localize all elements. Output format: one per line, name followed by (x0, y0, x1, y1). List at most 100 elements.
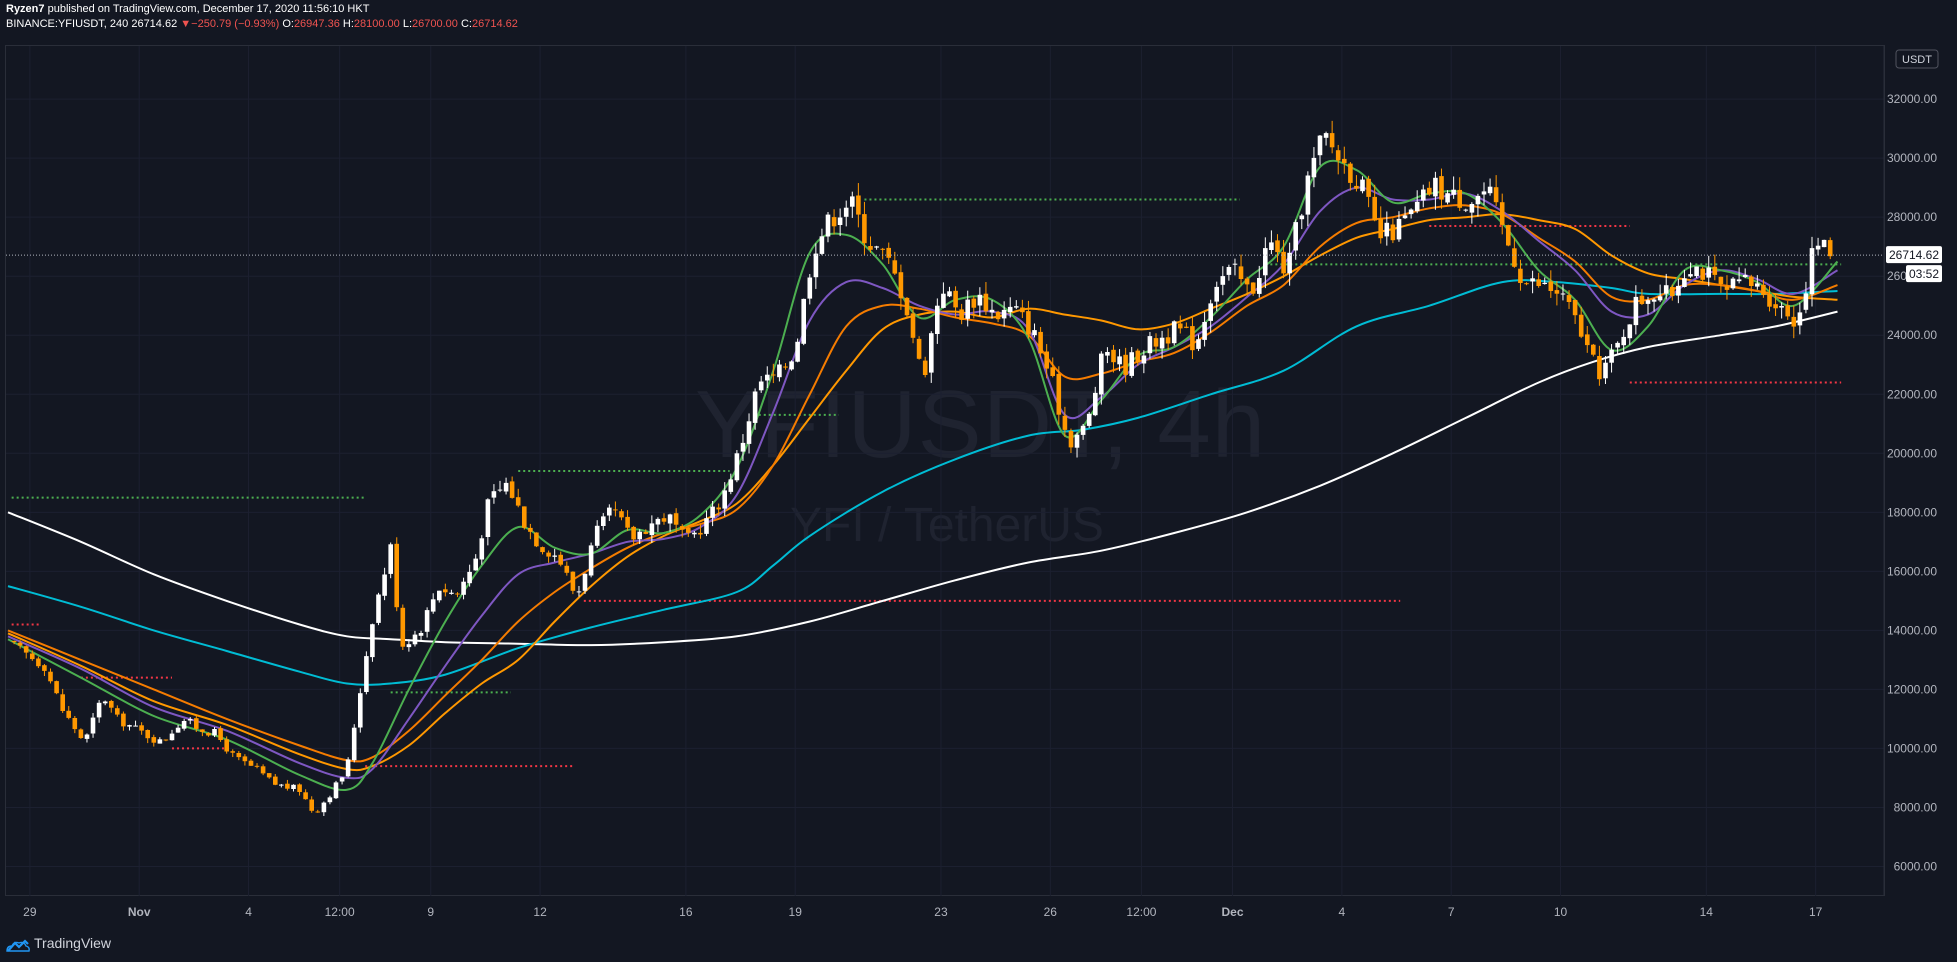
candle-down (1372, 196, 1377, 221)
candle-down (260, 766, 266, 774)
candle-down (1062, 415, 1068, 430)
candle-down (619, 511, 624, 518)
candle-up (1414, 201, 1420, 212)
y-tick-label: 8000.00 (1894, 800, 1938, 814)
candle-down (1153, 338, 1159, 347)
candle-down (315, 811, 321, 813)
x-tick-label: 17 (1809, 905, 1823, 919)
candle-down (1378, 218, 1383, 239)
candle-down (1639, 295, 1645, 304)
candle-down (248, 760, 254, 766)
author-name[interactable]: Ryzen7 (6, 3, 45, 15)
candle-up (1803, 293, 1809, 310)
candle-down (983, 293, 989, 312)
candle-down (1572, 300, 1578, 316)
candle-up (935, 305, 940, 334)
candle-down (1791, 316, 1797, 327)
candle-down (971, 298, 977, 308)
candle-down (686, 528, 691, 533)
candle-up (102, 701, 108, 704)
candle-down (1165, 337, 1171, 344)
candle-down (1536, 279, 1541, 286)
x-tick-label: 9 (427, 905, 434, 919)
candle-up (1755, 283, 1760, 287)
ema-slow-line (7, 213, 1838, 772)
close-value: 26714.62 (471, 18, 518, 30)
candle-up (370, 624, 375, 658)
symbol-watermark: YFIUSDT, 4h (695, 371, 1267, 478)
candle-down (534, 532, 539, 547)
candle-down (995, 311, 1001, 320)
last-price-badge (1886, 246, 1942, 264)
candle-down (17, 642, 23, 646)
candle-up (1736, 279, 1742, 282)
candle-down (455, 593, 460, 595)
candle-down (1518, 268, 1523, 283)
candle-up (1815, 245, 1821, 250)
candle-down (1749, 276, 1754, 286)
candle-up (765, 374, 770, 381)
candle-up (1007, 306, 1013, 313)
ema-mid-line (7, 204, 1838, 763)
candle-down (109, 701, 114, 708)
x-tick-label: 29 (23, 905, 37, 919)
candle-up (1074, 434, 1080, 448)
candle-down (880, 248, 885, 250)
candle-up (358, 693, 363, 728)
time-axis[interactable]: 29 Nov 4 12:00 9 12 16 19 23 26 12:00 Dec 4 7 10 14 17 (23, 905, 1822, 919)
candle-down (230, 751, 235, 753)
candle-down (254, 765, 260, 767)
candle-up (607, 507, 612, 516)
candle-down (564, 565, 570, 573)
candle-up (1305, 175, 1311, 215)
candle-up (801, 298, 806, 344)
x-tick-label: 12:00 (325, 905, 355, 919)
candle-up (594, 525, 600, 546)
candle-down (1135, 350, 1141, 363)
candle-up (576, 591, 582, 593)
tradingview-cloud-icon[interactable] (6, 938, 30, 952)
price-axis[interactable]: 6000.00 8000.00 10000.00 12000.00 14000.00 16… (1887, 92, 1937, 873)
candle-up (1226, 267, 1232, 275)
candle-up (977, 294, 983, 306)
candle-up (491, 491, 497, 498)
candle-up (169, 733, 175, 741)
candle-down (1038, 331, 1043, 354)
candle-up (1609, 349, 1614, 363)
candle-up (1129, 352, 1134, 376)
brand-name[interactable]: TradingView (34, 935, 112, 951)
candle-up (947, 291, 952, 297)
candle-up (1408, 209, 1414, 215)
candle-down (1178, 323, 1183, 329)
chart-header: Ryzen7 published on TradingView.com, Dec… (6, 2, 518, 32)
footer-bar: TradingView (0, 930, 1957, 962)
candle-up (758, 381, 764, 391)
candle-up (1706, 267, 1711, 278)
high-value: 28100.00 (353, 18, 400, 30)
candle-up (1603, 362, 1608, 379)
candle-up (941, 293, 946, 308)
candle-up (1615, 342, 1620, 348)
y-tick-label: 16000.00 (1887, 564, 1937, 578)
y-tick-label: 20000.00 (1887, 446, 1937, 460)
candle-up (1263, 248, 1268, 276)
candle-down (673, 513, 679, 525)
candle-down (72, 718, 78, 730)
candle-down (1670, 287, 1675, 297)
candle-down (1123, 354, 1128, 375)
candle-up (692, 532, 697, 535)
candle-down (959, 309, 964, 320)
down-arrow-icon: ▼ (180, 18, 192, 30)
candle-down (163, 739, 169, 741)
candle-down (1724, 286, 1730, 290)
candle-up (655, 518, 661, 525)
candle-up (181, 721, 187, 729)
candle-down (1554, 290, 1560, 294)
candle-up (1159, 337, 1165, 349)
candle-down (661, 518, 667, 522)
candle-down (1499, 202, 1505, 225)
candle-up (1657, 296, 1663, 301)
candle-up (929, 333, 934, 373)
candle-up (1287, 252, 1292, 274)
